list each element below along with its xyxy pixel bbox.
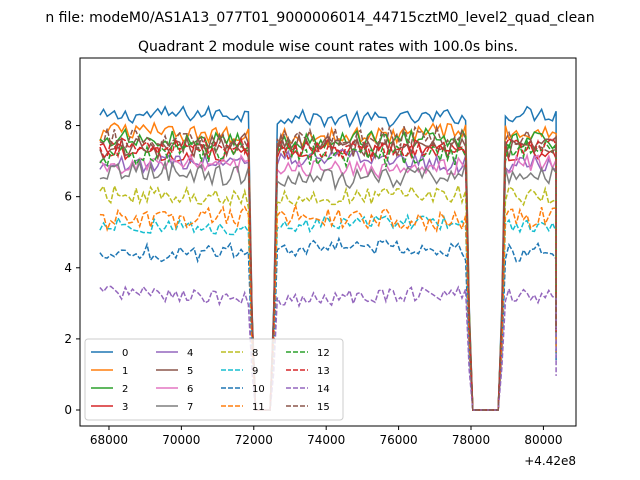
legend-label-4: 4 [187, 348, 193, 359]
y-axis: 0 2 4 6 8 [64, 119, 80, 417]
legend-label-3: 3 [122, 402, 128, 413]
y-tick-label: 2 [64, 332, 72, 346]
series-line-8 [99, 182, 557, 411]
series-line-15 [99, 124, 557, 411]
legend-label-13: 13 [317, 366, 330, 377]
plot-lines [99, 104, 557, 411]
legend-label-9: 9 [252, 366, 258, 377]
legend-label-11: 11 [252, 402, 265, 413]
x-tick-label: 74000 [307, 433, 345, 447]
legend-label-8: 8 [252, 348, 258, 359]
chart-title: Quadrant 2 module wise count rates with … [138, 39, 518, 55]
x-tick-label: 78000 [452, 433, 490, 447]
x-offset-label: +4.42e8 [524, 454, 576, 468]
figure-suptitle: n file: modeM0/AS1A13_077T01_9000006014_… [45, 10, 594, 26]
y-tick-label: 0 [64, 403, 72, 417]
legend-box [84, 338, 344, 421]
y-tick-label: 6 [64, 190, 72, 204]
x-tick-label: 80000 [524, 433, 562, 447]
legend-label-5: 5 [187, 366, 193, 377]
legend-label-14: 14 [317, 384, 330, 395]
series-line-11 [99, 204, 557, 411]
legend-label-2: 2 [122, 384, 128, 395]
y-tick-label: 4 [64, 261, 72, 275]
x-tick-label: 68000 [90, 433, 128, 447]
series-line-9 [99, 213, 557, 411]
plot-frame [79, 57, 577, 427]
x-tick-label: 76000 [380, 433, 418, 447]
y-tick-label: 8 [64, 119, 72, 133]
x-tick-label: 70000 [162, 433, 200, 447]
legend-label-10: 10 [252, 384, 265, 395]
legend-label-12: 12 [317, 348, 330, 359]
legend-label-0: 0 [122, 348, 128, 359]
legend-label-6: 6 [187, 384, 193, 395]
legend-label-7: 7 [187, 402, 193, 413]
x-tick-label: 72000 [235, 433, 273, 447]
legend-label-1: 1 [122, 366, 128, 377]
x-axis: 68000 70000 72000 74000 76000 78000 80000 [90, 426, 563, 447]
legend-label-15: 15 [317, 402, 330, 413]
